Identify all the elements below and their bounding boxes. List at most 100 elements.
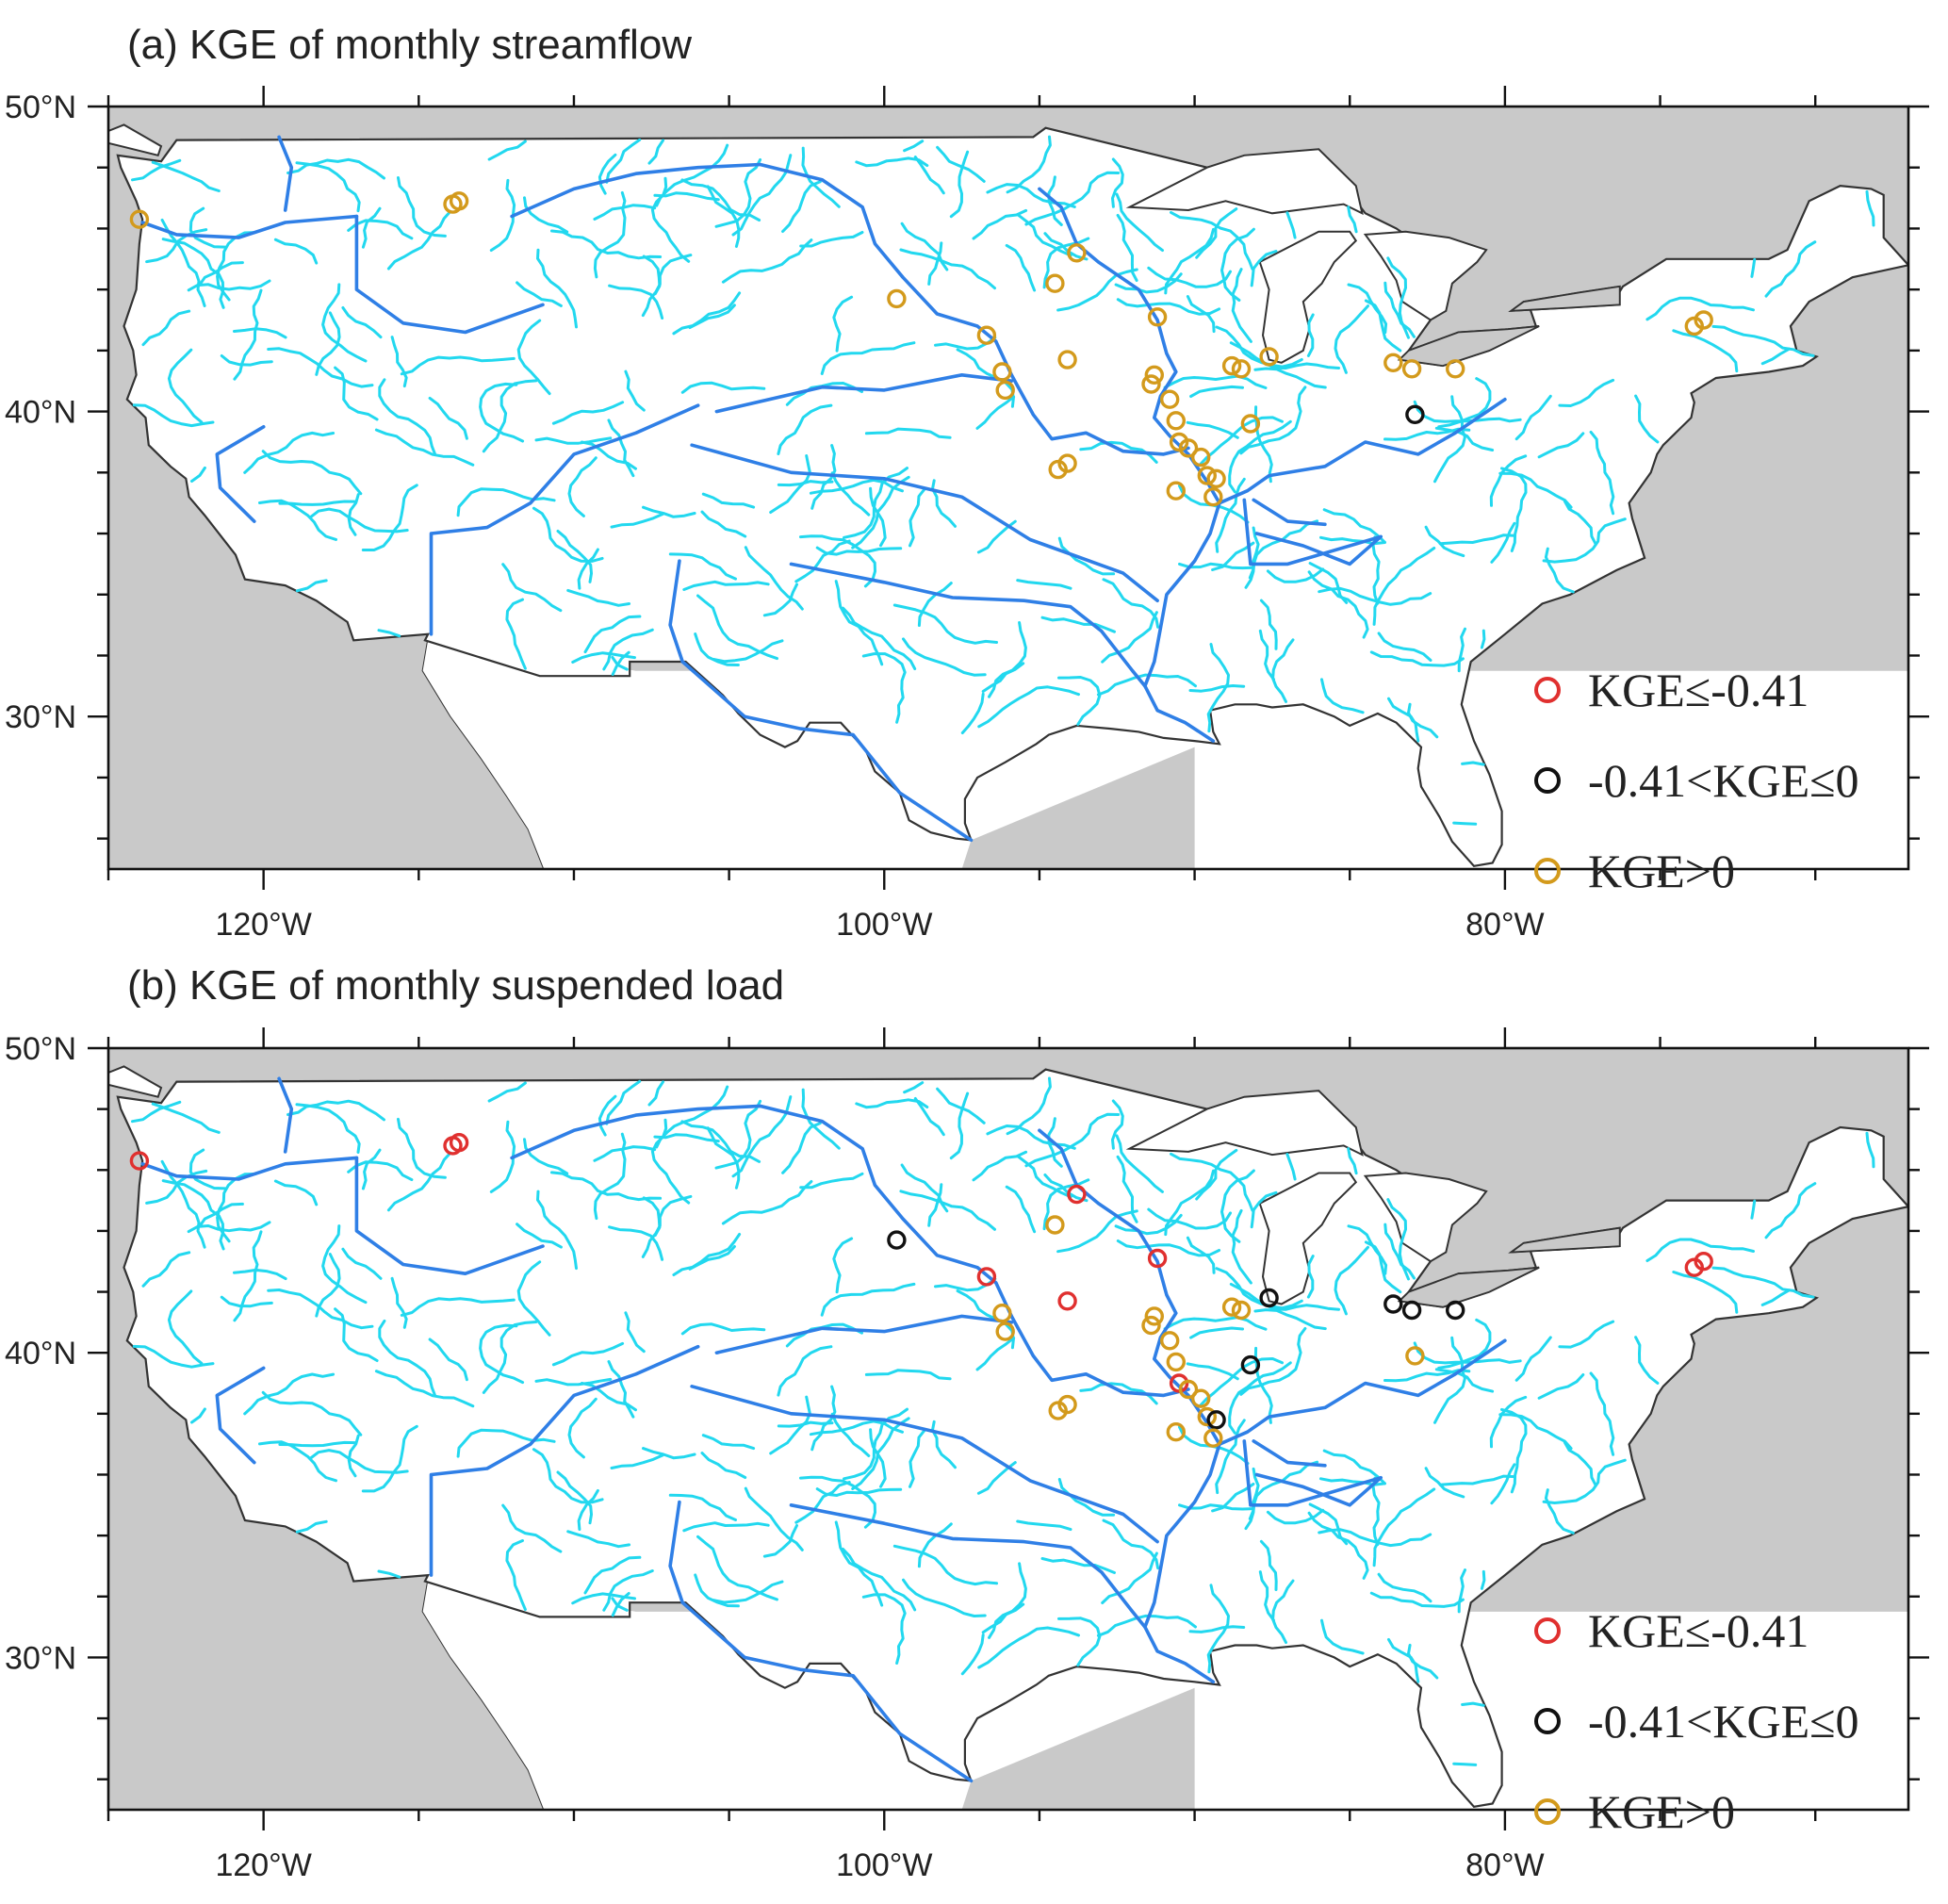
tributary-river [321,1224,368,1305]
tributary-river [374,428,475,467]
site-marker [1159,1331,1180,1351]
main-river [1038,187,1221,743]
tributary-river [843,1407,909,1481]
tributary-river [714,157,762,228]
tributary-river [605,1079,642,1125]
tributary-river [1544,547,1575,594]
tributary-river [762,1524,798,1558]
tributary-river [428,1338,468,1382]
tributary-river [1387,697,1420,743]
tributary-river [642,254,662,296]
tributary-river [160,1159,206,1249]
site-marker [1166,1352,1187,1372]
tributary-river [361,484,418,551]
tributary-river [1040,616,1116,633]
tributary-river [688,1245,736,1271]
site-marker [1178,1379,1199,1400]
tributary-river [386,1151,452,1212]
tributary-river [832,295,854,353]
tributary-river [909,487,926,548]
conus-land [116,126,1908,867]
tributary-river [1231,268,1252,343]
tributary-river [1170,210,1254,271]
main-river [789,1503,1147,1629]
tributary-river [864,427,952,439]
tributary-river [1220,227,1255,302]
tributary-river [141,1251,191,1288]
river-network [131,135,1875,843]
tributary-river [377,1569,401,1579]
tributary-river [160,218,206,307]
main-river [1242,1439,1383,1507]
legend-marker [1534,858,1561,884]
tributary-river [1711,1266,1815,1299]
tributary-river [593,1132,627,1221]
tributary-river [243,431,336,474]
tributary-river [1258,629,1275,681]
tributary-river [487,1081,527,1103]
tributary-river [479,382,525,443]
tributary-river [917,1522,953,1568]
tributary-river [1024,171,1121,226]
main-river [354,1156,545,1275]
tributary-river [1371,1476,1381,1547]
tributary-river [903,140,925,153]
tributary-river [892,1544,998,1586]
site-marker [1259,347,1279,367]
main-river [510,162,1190,456]
site-marker [1067,1184,1087,1205]
tributary-river [1371,535,1381,605]
tributary-river [145,1169,208,1205]
tributary-river [611,1592,630,1617]
tributary-river [988,1562,1027,1639]
tributary-river [1383,1369,1471,1383]
site-marker [449,1132,469,1153]
legend-marker [1534,677,1561,703]
tributary-river [267,347,374,388]
site-marker [1240,414,1261,434]
site-marker [1147,1248,1168,1269]
site-marker [1259,1288,1279,1308]
tributary-river [1865,189,1875,227]
panel-title: (b) KGE of monthly suspended load [127,962,784,1009]
tributary-river [1558,378,1615,407]
tributary-river [820,1282,916,1317]
tributary-river [1248,1467,1260,1520]
axis-ticks [88,1027,1929,1830]
tributary-river [1101,611,1158,664]
tributary-river [501,1503,563,1553]
tributary-river [361,1424,418,1493]
tributary-river [273,238,319,265]
tributary-river [400,355,516,376]
tributary-river [1307,1511,1369,1580]
tributary-river [694,632,740,666]
site-marker [1057,1291,1077,1311]
main-river [354,214,545,335]
tributary-river [1544,1488,1575,1535]
tributary-river [1229,341,1340,370]
main-river [789,562,1147,688]
tributary-river [1016,1155,1072,1199]
site-marker [1045,1215,1065,1235]
tributary-river [1377,632,1432,662]
tributary-river [1220,1169,1255,1243]
tributary-river [1195,207,1238,259]
tributary-river [1005,1185,1037,1234]
tributary-river [1438,533,1516,546]
x-tick-label: 100°W [836,907,932,943]
legend-label: KGE≤-0.41 [1588,664,1809,716]
tributary-river [777,1345,833,1397]
tributary-river [1043,1174,1089,1203]
tributary-river [220,1295,273,1308]
gauge-sites [129,1132,1713,1448]
lake-superior [1125,148,1364,216]
tributary-river [680,381,766,394]
tributary-river [712,1580,784,1604]
tributary-river [1480,629,1486,649]
tributary-river [781,1122,822,1174]
tributary-river [1111,1099,1124,1150]
tributary-river [1096,673,1197,697]
tributary-river [516,281,563,307]
tributary-river [988,621,1027,698]
tributary-river [1645,296,1755,321]
